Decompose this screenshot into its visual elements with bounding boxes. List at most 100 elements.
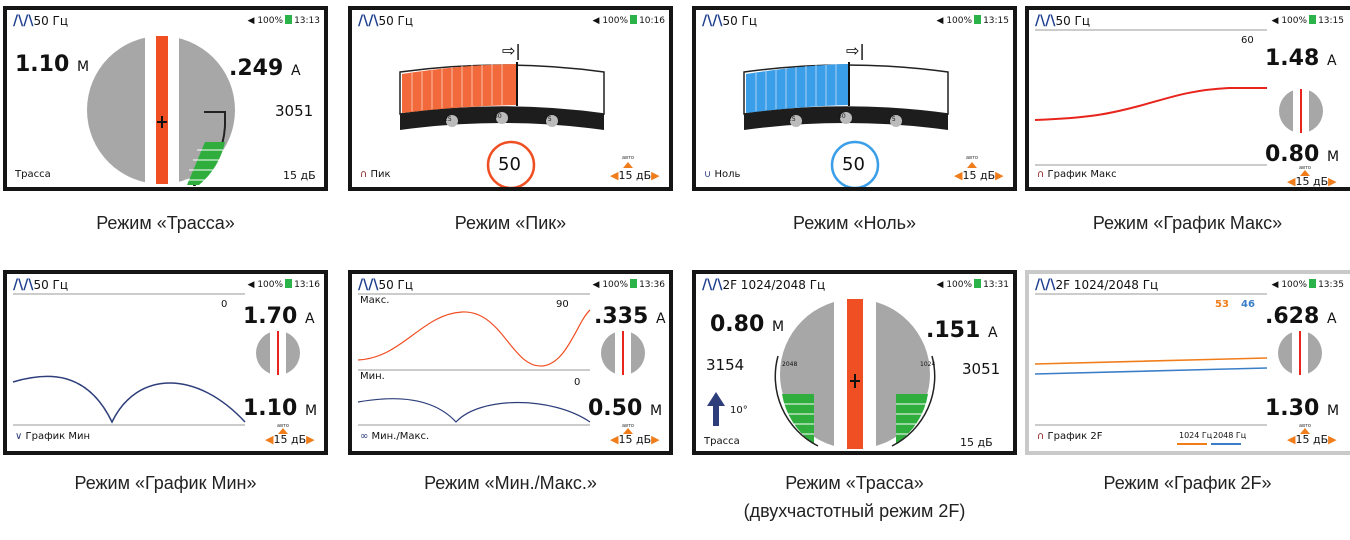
- speaker-icon: ◀: [247, 16, 255, 26]
- screen-trassa: /\/\50 Гц ◀ 100% 13:13 1.10 М .249 А 3051…: [3, 6, 328, 233]
- speaker-icon: ◀: [592, 16, 600, 26]
- status-bar: ◀ 100% 13:15: [936, 15, 1009, 26]
- signal-right-value: 3051: [962, 360, 1001, 378]
- mode-label: ∩ График 2F: [1037, 431, 1103, 442]
- pik-graphic: ⇨|: [399, 41, 605, 187]
- peak-value: 50: [498, 154, 521, 175]
- angle-value: 10°: [730, 405, 748, 416]
- speaker-icon: ◀: [592, 280, 600, 290]
- axis-max-value: 60: [1241, 35, 1254, 46]
- peak-icon: ∩: [1037, 169, 1048, 180]
- auto-triangle-icon: [623, 162, 633, 168]
- peak-icon: ∩: [1037, 431, 1048, 442]
- gain-left-arrow-icon[interactable]: ◀: [1287, 433, 1296, 446]
- gain-right-arrow-icon[interactable]: ▶: [306, 433, 315, 446]
- current-readout: 1.48 А: [1265, 46, 1337, 71]
- axis-max-value: 0: [221, 299, 228, 310]
- gain-right-arrow-icon[interactable]: ▶: [995, 169, 1004, 182]
- mode-label: ∩ График Макс: [1037, 169, 1117, 180]
- peak-icon: ∩: [360, 169, 371, 180]
- speaker-icon: ◀: [1271, 280, 1279, 290]
- wave-icon: /\/\: [1035, 277, 1056, 293]
- status-bar: ◀ 100% 13:31: [936, 279, 1009, 290]
- grafik-min-graphic: [12, 293, 300, 426]
- wave-icon: /\/\: [13, 277, 34, 293]
- battery-icon: [974, 15, 982, 24]
- scale-75: 75: [544, 116, 552, 123]
- svg-text:⇨|: ⇨|: [502, 41, 521, 60]
- svg-text:⇨|: ⇨|: [846, 41, 865, 60]
- screen-grafik-maks: /\/\50 Гц ◀ 100% 13:15 60 1.48 А 0.80 М ∩…: [1025, 6, 1350, 233]
- caption-secondary: (двухчастотный режим 2F): [743, 501, 966, 521]
- depth-readout: 0.80 М: [1265, 142, 1340, 167]
- frequency-label: /\/\2F 1024/2048 Гц: [702, 277, 826, 293]
- current-readout: .249 А: [229, 56, 301, 81]
- bar-left-label: 2048: [782, 361, 798, 368]
- caption: Режим «График Мин»: [74, 473, 257, 493]
- wave-icon: /\/\: [358, 13, 379, 29]
- gain-label[interactable]: ◀15 дБ▶: [1287, 175, 1337, 188]
- signal-left-value: 3154: [706, 356, 745, 374]
- status-bar: ◀ 100% 10:16: [592, 15, 665, 26]
- legend-1024: 1024 Гц: [1179, 431, 1213, 440]
- screen-min-maks: /\/\50 Гц ◀ 100% 13:36 Макс. 90 Мин. 0 .3…: [348, 270, 673, 493]
- scale-50: 50: [838, 113, 846, 120]
- scale-75: 75: [888, 116, 896, 123]
- gain-left-arrow-icon[interactable]: ◀: [610, 169, 619, 182]
- speaker-icon: ◀: [936, 16, 944, 26]
- depth-readout: 1.10 М: [243, 396, 318, 421]
- trassa-graphic: [87, 36, 235, 186]
- gain-left-arrow-icon[interactable]: ◀: [265, 433, 274, 446]
- grafik-maks-graphic: [1034, 29, 1323, 166]
- gain-label[interactable]: ◀15 дБ▶: [954, 169, 1004, 182]
- screen-pik: ⇨| 25 50 75 /\/\50 Гц ◀ 100% 10:16 50 ∩ П…: [348, 6, 673, 233]
- gain-label[interactable]: ◀15 дБ▶: [265, 433, 315, 446]
- gain-left-arrow-icon[interactable]: ◀: [1287, 175, 1296, 188]
- status-bar: ◀ 100% 13:16: [247, 279, 320, 290]
- grafik-2f-graphic: [1034, 293, 1322, 445]
- gain-left-arrow-icon[interactable]: ◀: [954, 169, 963, 182]
- null-icon: ∪: [704, 169, 715, 180]
- gain-left-arrow-icon[interactable]: ◀: [610, 433, 619, 446]
- auto-triangle-icon: [1300, 170, 1310, 176]
- caption: Режим «Пик»: [454, 213, 567, 233]
- gain-label[interactable]: ◀15 дБ▶: [610, 433, 660, 446]
- current-readout: .335 А: [594, 304, 666, 329]
- auto-triangle-icon: [623, 428, 633, 434]
- battery-icon: [974, 279, 982, 288]
- wave-icon: /\/\: [702, 277, 723, 293]
- frequency-label: /\/\2F 1024/2048 Гц: [1035, 277, 1159, 293]
- battery-icon: [1309, 279, 1317, 288]
- mode-label: ∨ График Мин: [15, 431, 91, 442]
- screen-grafik-min: /\/\50 Гц ◀ 100% 13:16 0 1.70 А 1.10 М ∨ …: [3, 270, 328, 493]
- gain-right-arrow-icon[interactable]: ▶: [651, 433, 660, 446]
- caption: Режим «Трасса»: [785, 473, 924, 493]
- gain-label[interactable]: ◀15 дБ▶: [1287, 433, 1337, 446]
- mode-label: ∞ Мин./Макс.: [360, 431, 430, 442]
- status-bar: ◀ 100% 13:15: [1271, 15, 1344, 26]
- battery-icon: [630, 279, 638, 288]
- speaker-icon: ◀: [247, 280, 255, 290]
- current-readout: .151 А: [926, 318, 998, 343]
- wave-icon: /\/\: [1035, 13, 1056, 29]
- trassa-2f-graphic: [707, 299, 936, 449]
- depth-readout: 1.30 М: [1265, 396, 1340, 421]
- auto-triangle-icon: [278, 428, 288, 434]
- battery-icon: [285, 279, 293, 288]
- gain-label[interactable]: ◀15 дБ▶: [610, 169, 660, 182]
- gain-right-arrow-icon[interactable]: ▶: [1328, 433, 1337, 446]
- value-orange: 53: [1215, 299, 1229, 310]
- min-label: Мин.: [360, 371, 385, 382]
- gain-right-arrow-icon[interactable]: ▶: [651, 169, 660, 182]
- nol-graphic: ⇨|: [743, 41, 949, 187]
- mode-label: Трасса: [15, 169, 51, 180]
- auto-label: авто: [1299, 423, 1311, 429]
- gain-label: 15 дБ: [960, 436, 993, 449]
- auto-triangle-icon: [967, 162, 977, 168]
- caption: Режим «Трасса»: [96, 213, 235, 233]
- auto-label: авто: [277, 423, 289, 429]
- gain-right-arrow-icon[interactable]: ▶: [1328, 175, 1337, 188]
- status-bar: ◀ 100% 13:35: [1271, 279, 1344, 290]
- max-label: Макс.: [360, 295, 390, 306]
- current-readout: 1.70 А: [243, 304, 315, 329]
